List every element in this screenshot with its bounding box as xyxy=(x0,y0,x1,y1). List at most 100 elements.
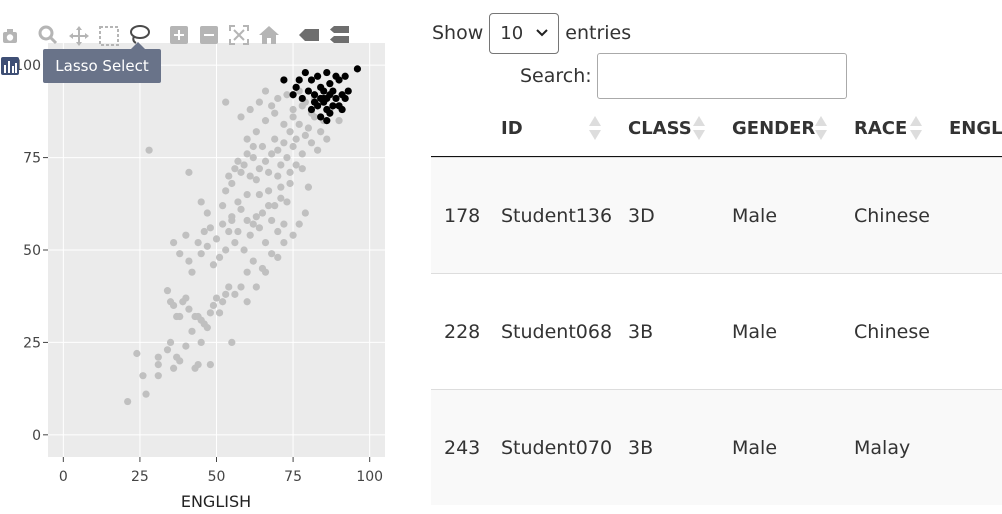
data-point-unselected xyxy=(249,220,257,228)
sort-icon[interactable] xyxy=(589,116,601,140)
data-point-unselected xyxy=(252,213,260,221)
data-point-unselected xyxy=(289,142,297,151)
data-point-unselected xyxy=(209,261,218,269)
data-point-unselected xyxy=(225,283,233,291)
data-point-unselected xyxy=(268,150,276,158)
data-point-unselected xyxy=(249,257,257,265)
data-point-unselected xyxy=(261,117,270,125)
column-header-class[interactable]: CLASS xyxy=(628,117,692,139)
zoom-icon[interactable] xyxy=(38,25,58,45)
cell-gender: Male xyxy=(732,205,778,227)
column-header-english[interactable]: ENGL xyxy=(949,117,1002,139)
data-point-unselected xyxy=(277,161,285,169)
pan-icon[interactable] xyxy=(68,25,90,47)
data-point-unselected xyxy=(249,142,257,151)
data-point-unselected xyxy=(215,253,224,261)
scatter-plot[interactable]: 0 25 50 75 100 0 25 50 75 100 ENGLISH Lass xyxy=(0,0,420,514)
cell-class: 3B xyxy=(628,437,654,459)
data-point-unselected xyxy=(176,357,184,365)
column-header-race[interactable]: RACE xyxy=(854,117,908,139)
data-point-unselected xyxy=(185,257,193,265)
data-point-unselected xyxy=(142,390,150,398)
camera-icon[interactable] xyxy=(1,27,19,45)
data-point-unselected xyxy=(268,216,276,225)
data-point-unselected xyxy=(203,209,211,217)
data-point-unselected xyxy=(124,397,132,406)
data-point-selected xyxy=(314,72,322,80)
data-point-unselected xyxy=(188,327,196,335)
data-point-unselected xyxy=(292,135,300,143)
data-point-unselected xyxy=(243,190,251,199)
x-tick-label: 25 xyxy=(131,469,149,485)
data-point-unselected xyxy=(289,105,297,114)
cell-race: Malay xyxy=(854,437,911,459)
data-point-unselected xyxy=(237,205,245,213)
x-tick-label: 50 xyxy=(208,469,226,485)
data-point-unselected xyxy=(280,220,288,228)
data-point-unselected xyxy=(264,168,273,176)
zoom-in-icon[interactable] xyxy=(170,26,188,44)
entries-select[interactable]: 10 xyxy=(489,12,560,54)
data-point-unselected xyxy=(255,165,263,173)
length-label-after: entries xyxy=(565,22,632,44)
data-point-selected xyxy=(335,76,343,84)
cell-race: Chinese xyxy=(854,321,930,343)
table-row[interactable]: 178 Student136 3D Male Chinese xyxy=(431,157,1002,273)
data-point-unselected xyxy=(314,146,322,154)
data-point-unselected xyxy=(243,150,251,158)
sort-icon[interactable] xyxy=(693,116,705,140)
data-point-unselected xyxy=(222,246,230,254)
data-point-selected xyxy=(307,105,316,114)
y-axis-ticks: 0 25 50 75 100 xyxy=(14,58,48,444)
data-point-unselected xyxy=(237,283,245,291)
data-point-unselected xyxy=(274,94,282,103)
data-point-unselected xyxy=(243,135,251,143)
data-point-unselected xyxy=(234,198,242,206)
table-row[interactable]: 243 Student070 3B Male Malay xyxy=(431,389,1002,505)
plotly-logo[interactable] xyxy=(1,57,19,75)
data-point-selected xyxy=(353,65,362,73)
data-point-unselected xyxy=(280,120,288,128)
zoom-out-icon[interactable] xyxy=(200,26,218,44)
data-point-unselected xyxy=(335,117,343,125)
data-point-selected xyxy=(304,87,313,95)
data-point-unselected xyxy=(255,224,263,232)
x-tick-label: 0 xyxy=(59,469,68,485)
data-point-unselected xyxy=(283,153,291,162)
y-tick-label: 25 xyxy=(23,335,41,351)
length-label-before: Show xyxy=(432,22,484,44)
sort-icon[interactable] xyxy=(910,116,922,140)
data-point-selected xyxy=(317,94,325,103)
compare-hover-icon[interactable] xyxy=(328,25,350,45)
column-header-id[interactable]: ID xyxy=(501,117,523,139)
spike-lines-icon[interactable] xyxy=(298,27,320,43)
autoscale-icon[interactable] xyxy=(229,25,249,45)
data-point-unselected xyxy=(298,150,306,158)
box-select-icon[interactable] xyxy=(98,25,120,47)
data-point-unselected xyxy=(231,290,239,298)
data-point-unselected xyxy=(261,87,270,95)
data-point-unselected xyxy=(280,139,288,147)
data-point-unselected xyxy=(182,342,190,350)
data-point-unselected xyxy=(197,198,205,206)
search-input[interactable] xyxy=(596,53,847,99)
data-point-selected xyxy=(317,113,325,121)
data-point-unselected xyxy=(246,105,254,114)
data-point-unselected xyxy=(209,301,218,310)
data-point-unselected xyxy=(206,309,214,317)
table-header: ID CLASS GENDER RACE ENGL xyxy=(431,100,1002,157)
data-point-unselected xyxy=(222,187,230,195)
data-point-unselected xyxy=(298,165,306,173)
data-point-unselected xyxy=(203,242,211,250)
table-row[interactable]: 228 Student068 3B Male Chinese xyxy=(431,273,1002,389)
data-point-unselected xyxy=(286,179,294,188)
y-tick-label: 50 xyxy=(23,243,41,259)
data-point-unselected xyxy=(252,283,260,291)
reset-axes-icon[interactable] xyxy=(258,25,280,45)
cell-race: Chinese xyxy=(854,205,930,227)
column-header-gender[interactable]: GENDER xyxy=(732,117,816,139)
scatter-plot-svg[interactable]: 0 25 50 75 100 0 25 50 75 100 ENGLISH xyxy=(0,0,420,514)
data-point-selected xyxy=(323,94,331,103)
data-point-unselected xyxy=(274,227,282,236)
sort-icon[interactable] xyxy=(815,116,827,140)
